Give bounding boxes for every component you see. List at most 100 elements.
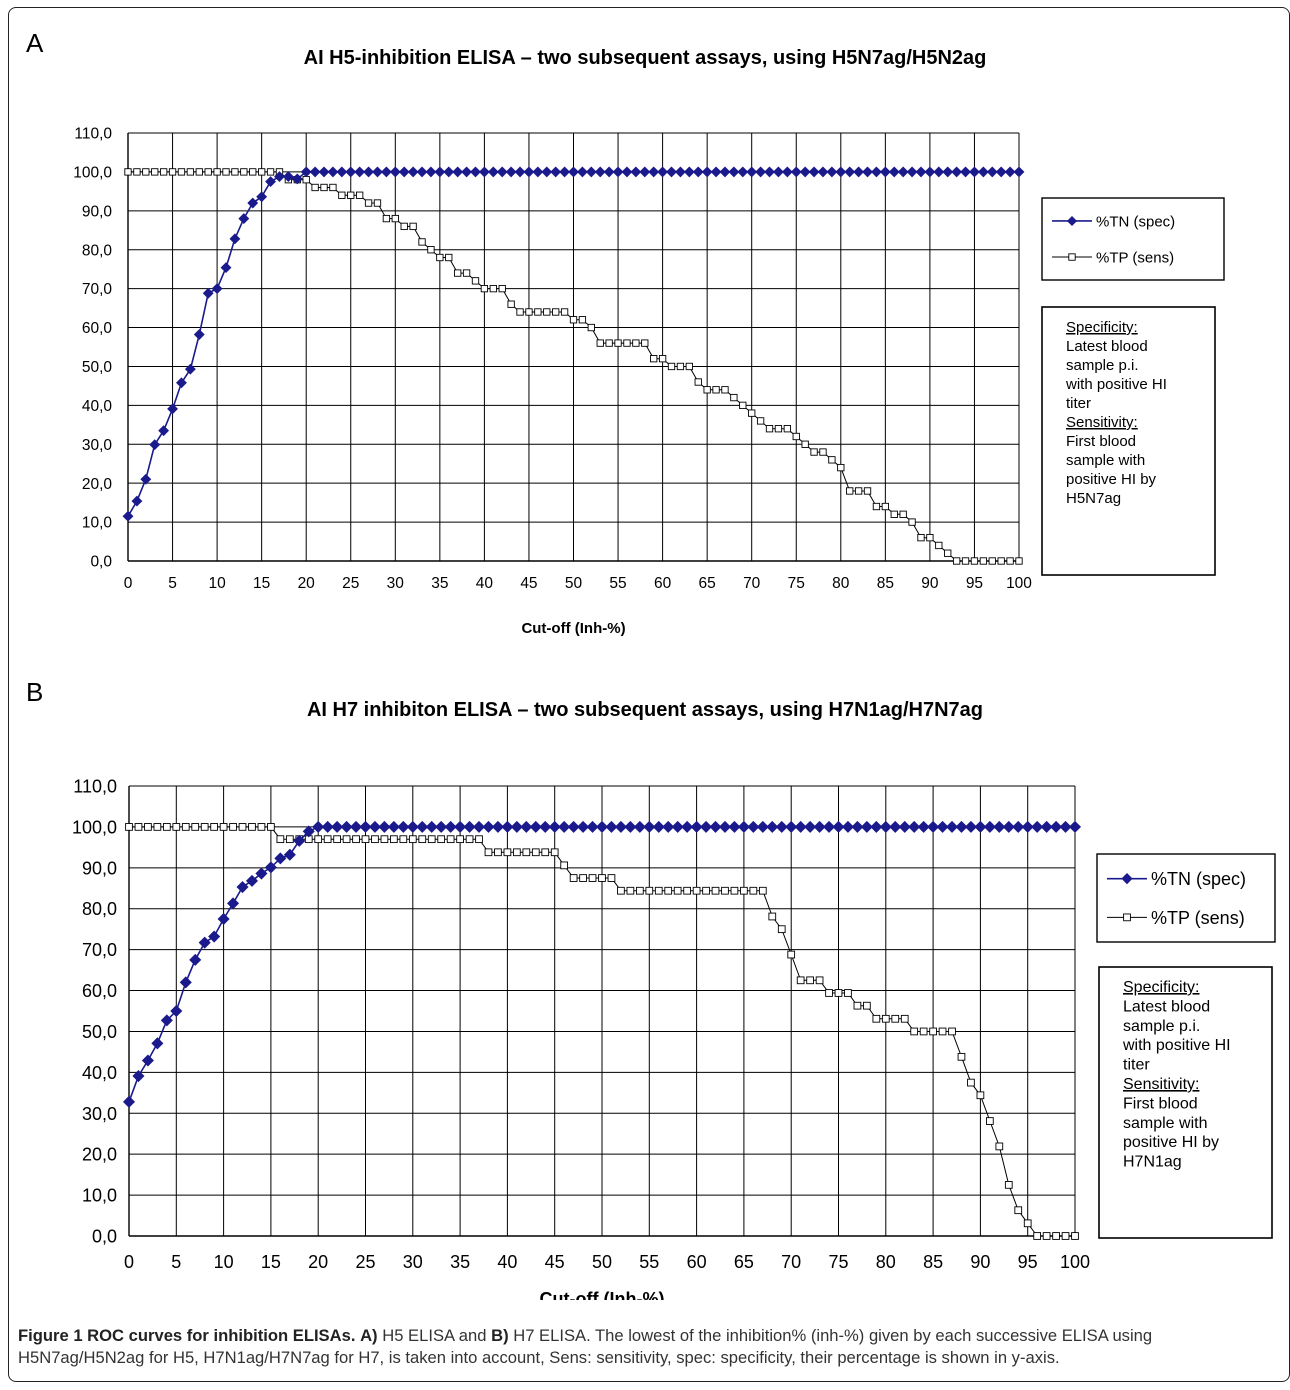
figure-caption: Figure 1 ROC curves for inhibition ELISA… xyxy=(18,1325,1280,1369)
chart-title-a: AI H5-inhibition ELISA – two subsequent … xyxy=(303,47,987,69)
tp-marker xyxy=(997,557,1005,565)
tn-marker xyxy=(1013,166,1025,178)
tp-marker xyxy=(437,835,446,844)
tp-marker xyxy=(598,874,606,882)
tp-marker xyxy=(881,502,890,511)
tp-marker xyxy=(703,386,711,394)
tn-marker xyxy=(951,166,963,178)
tp-marker xyxy=(917,534,925,542)
x-tick-label: 40 xyxy=(476,575,494,592)
tp-marker xyxy=(436,253,444,262)
tp-marker xyxy=(948,1027,956,1036)
x-tick-label: 80 xyxy=(832,575,850,592)
tp-marker xyxy=(712,386,720,394)
tn-marker xyxy=(756,820,769,833)
annotation-sens-line: sample with xyxy=(1123,1115,1207,1132)
tn-marker xyxy=(898,820,911,833)
tp-marker xyxy=(445,253,453,262)
tp-marker xyxy=(721,886,729,895)
annotation-spec-head: Specificity: xyxy=(1066,319,1138,336)
tp-marker xyxy=(579,874,587,882)
tp-marker xyxy=(986,1117,994,1125)
tn-marker xyxy=(331,820,344,833)
tp-marker xyxy=(560,861,569,870)
tp-marker xyxy=(810,448,818,456)
tp-marker xyxy=(229,823,237,831)
tn-marker xyxy=(657,166,669,178)
y-tick-label: 30,0 xyxy=(82,1104,117,1124)
tp-marker xyxy=(356,191,364,199)
tp-marker xyxy=(632,339,640,347)
tn-marker xyxy=(131,495,143,507)
tp-marker xyxy=(626,886,635,895)
tn-marker xyxy=(879,166,891,178)
tp-marker xyxy=(364,199,373,207)
tp-marker xyxy=(525,308,533,316)
y-tick-label: 80,0 xyxy=(82,242,113,259)
tp-marker xyxy=(347,191,355,199)
annotation-spec-line: titer xyxy=(1123,1057,1150,1074)
annotation-spec-line: Latest blood xyxy=(1066,338,1148,355)
tp-marker xyxy=(645,886,654,895)
tp-marker xyxy=(730,393,738,402)
tp-marker xyxy=(162,823,171,831)
tp-marker xyxy=(1004,1181,1013,1189)
x-tick-label: 60 xyxy=(687,1252,707,1272)
legend-marker-tp xyxy=(1068,253,1076,261)
tp-marker xyxy=(200,823,209,831)
tp-marker xyxy=(418,835,427,844)
tp-marker xyxy=(513,848,521,857)
tn-marker xyxy=(550,166,562,178)
tn-marker xyxy=(397,820,410,833)
tp-marker xyxy=(673,886,682,895)
tn-marker xyxy=(198,936,211,949)
x-tick-label: 50 xyxy=(565,575,583,592)
tp-marker xyxy=(899,510,907,518)
tn-marker xyxy=(245,874,259,887)
x-tick-label: 90 xyxy=(921,575,939,592)
tn-marker xyxy=(309,166,321,178)
x-tick-label: 70 xyxy=(743,575,761,592)
tn-marker xyxy=(416,820,429,833)
annotation-sens-head: Sensitivity: xyxy=(1123,1076,1199,1093)
tp-marker xyxy=(749,886,758,895)
tn-marker xyxy=(558,820,571,833)
tn-marker xyxy=(208,930,221,943)
tn-marker xyxy=(888,166,900,178)
tp-marker xyxy=(333,835,341,844)
tp-marker xyxy=(957,1052,966,1061)
tp-marker xyxy=(144,823,152,831)
tp-marker xyxy=(702,886,710,895)
tp-marker xyxy=(498,284,506,293)
annotation-sens-head: Sensitivity: xyxy=(1066,414,1138,431)
tn-marker xyxy=(605,820,618,833)
x-tick-label: 80 xyxy=(876,1252,896,1272)
x-tick-label: 40 xyxy=(497,1252,517,1272)
tp-marker xyxy=(872,1014,881,1023)
tp-marker xyxy=(740,886,748,895)
tn-marker xyxy=(841,820,854,833)
tn-marker xyxy=(585,166,597,178)
tn-marker xyxy=(969,166,980,178)
annotation-sens-line: sample with xyxy=(1066,452,1145,469)
tp-marker xyxy=(124,168,132,176)
tn-marker xyxy=(648,166,660,178)
x-tick-label: 85 xyxy=(923,1252,943,1272)
tn-marker xyxy=(681,820,694,833)
tn-marker xyxy=(1031,820,1044,833)
tp-marker xyxy=(543,308,551,316)
tp-marker xyxy=(854,487,863,495)
tn-marker xyxy=(718,820,732,833)
tn-marker xyxy=(728,166,740,178)
x-tick-label: 20 xyxy=(298,575,316,592)
x-tick-label: 50 xyxy=(592,1252,612,1272)
tn-marker xyxy=(652,820,665,833)
tp-marker xyxy=(204,168,212,176)
tp-marker xyxy=(153,823,162,831)
tn-marker xyxy=(380,166,392,178)
y-tick-label: 90,0 xyxy=(82,858,117,878)
tn-marker xyxy=(832,820,845,833)
legend-box xyxy=(1041,197,1225,281)
tn-marker xyxy=(773,166,784,178)
x-tick-label: 25 xyxy=(355,1252,375,1272)
